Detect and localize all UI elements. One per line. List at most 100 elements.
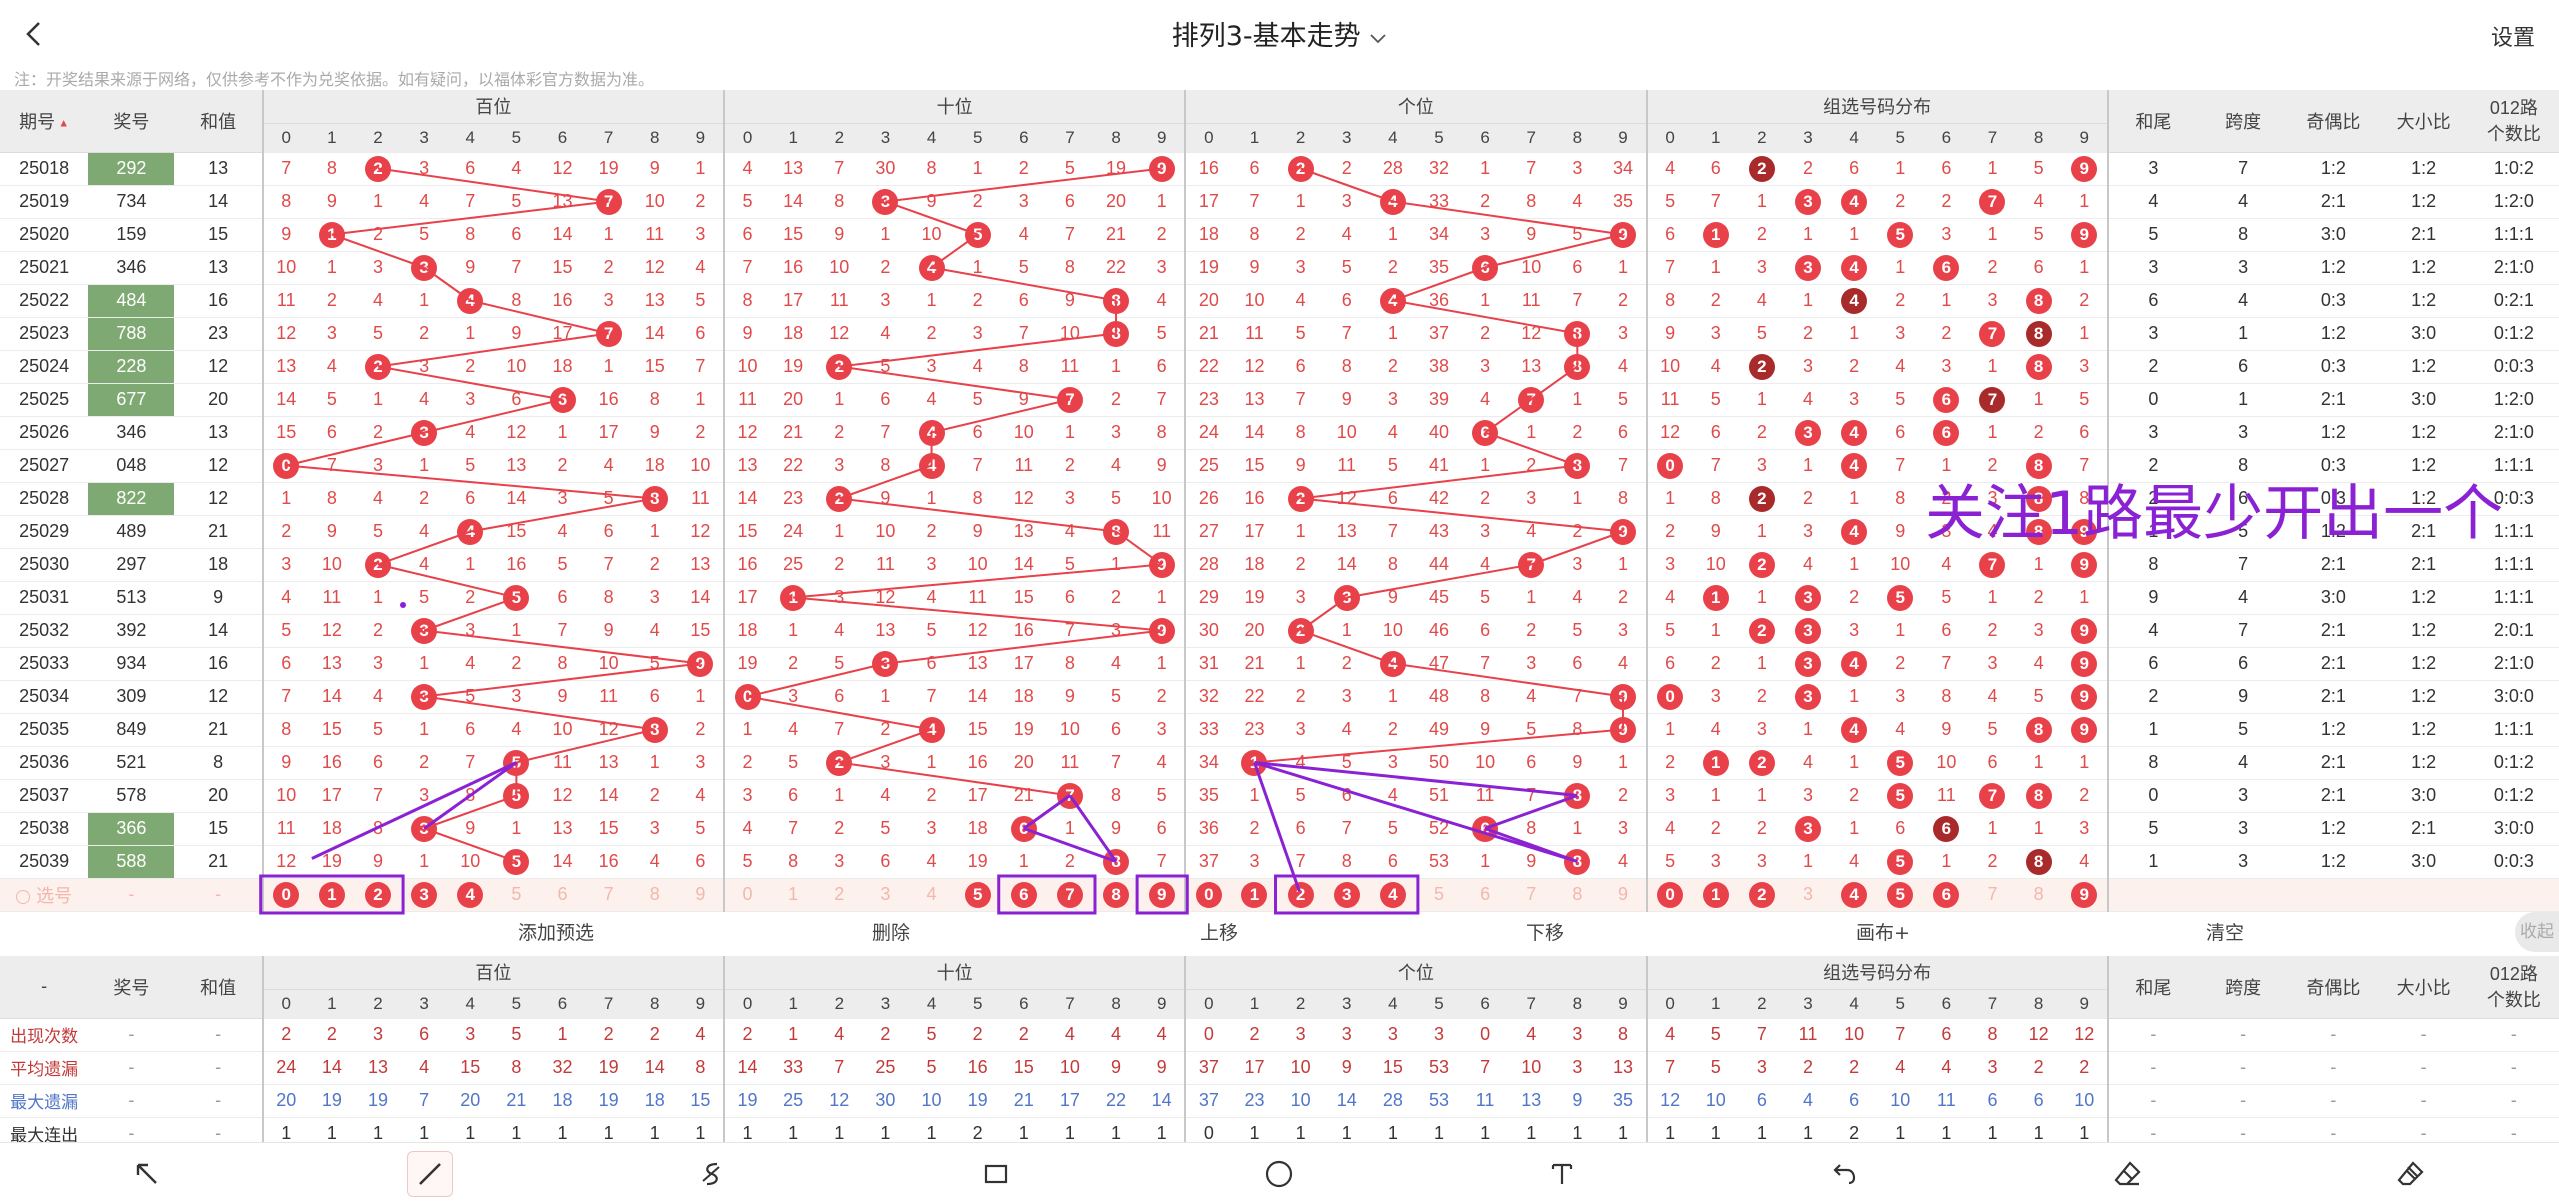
pick-digit-cell[interactable]: 8 <box>1554 878 1601 912</box>
miss-cell: 8 <box>954 482 1001 516</box>
clear-canvas-tool[interactable] <box>2388 1151 2434 1197</box>
pick-digit-cell[interactable]: 8 <box>1092 878 1140 912</box>
pick-digit-cell[interactable]: 8 <box>631 878 678 912</box>
pick-digit-cell[interactable]: 9 <box>1139 878 1186 912</box>
miss-cell: 3 <box>677 746 724 780</box>
back-button[interactable] <box>14 14 54 54</box>
miss-cell: 2 <box>354 218 402 252</box>
pick-digit-cell[interactable]: 3 <box>401 878 448 912</box>
eraser-tool[interactable] <box>2105 1151 2151 1197</box>
pick-ball[interactable]: 5 <box>1887 881 1914 908</box>
settings-button[interactable]: 设置 <box>2490 26 2535 51</box>
digit-header: 2 <box>816 989 863 1019</box>
pick-digit-cell[interactable]: 4 <box>447 878 494 912</box>
pick-digit-cell[interactable]: 6 <box>1462 878 1509 912</box>
pick-digit-cell[interactable]: 4 <box>1831 878 1878 912</box>
miss-cell: 1 <box>1277 515 1324 549</box>
pick-ball[interactable]: 8 <box>1103 881 1130 908</box>
pick-digit-cell[interactable]: 3 <box>1323 878 1370 912</box>
pick-label[interactable]: 选号 <box>0 878 89 912</box>
undo-tool[interactable] <box>1822 1151 1868 1197</box>
pick-digit-cell[interactable]: 3 <box>862 878 909 912</box>
pick-ball[interactable]: 6 <box>1010 881 1037 908</box>
pick-digit-cell[interactable]: 1 <box>770 878 817 912</box>
pick-digit-cell[interactable]: 6 <box>1923 878 1970 912</box>
issue-cell: 25028 <box>0 482 89 516</box>
pick-ball[interactable]: 0 <box>1657 881 1684 908</box>
pick-digit-cell[interactable]: 0 <box>1184 878 1232 912</box>
pick-digit-cell[interactable]: 0 <box>722 878 771 912</box>
pick-digit-cell[interactable]: 7 <box>1046 878 1093 912</box>
pick-ball[interactable]: 3 <box>411 881 438 908</box>
pick-digit-cell[interactable]: 8 <box>2015 878 2062 912</box>
pick-ball[interactable]: 9 <box>1148 881 1175 908</box>
pick-ball[interactable]: 9 <box>2071 881 2098 908</box>
pick-ball[interactable]: 4 <box>1379 881 1406 908</box>
pick-digit-cell[interactable]: 9 <box>677 878 724 912</box>
miss-cell: 5 <box>1923 581 1970 615</box>
pick-ball[interactable]: 1 <box>1241 881 1268 908</box>
canvas-plus-button[interactable]: 画布+ <box>1856 922 1910 944</box>
pick-ball[interactable]: 4 <box>457 881 484 908</box>
pick-digit-cell[interactable]: 0 <box>261 878 309 912</box>
pick-ball[interactable]: 6 <box>1933 881 1960 908</box>
pick-ball[interactable]: 4 <box>1841 881 1868 908</box>
miss-cell: 7 <box>1692 449 1739 483</box>
pick-digit-cell[interactable]: 2 <box>1738 878 1785 912</box>
add-preselect-button[interactable]: 添加预选 <box>517 922 595 944</box>
pick-digit-cell[interactable]: 3 <box>1784 878 1832 912</box>
pick-ball[interactable]: 3 <box>1333 881 1360 908</box>
circle-tool[interactable] <box>1256 1151 1302 1197</box>
pick-digit-cell[interactable]: 4 <box>1369 878 1416 912</box>
pick-ball[interactable]: 2 <box>365 881 392 908</box>
miss-cell: 4 <box>862 779 909 813</box>
pick-ball[interactable]: 1 <box>318 881 345 908</box>
pick-digit-cell[interactable]: 1 <box>308 878 355 912</box>
pick-digit-cell[interactable]: 9 <box>1600 878 1647 912</box>
move-down-button[interactable]: 下移 <box>1525 922 1565 944</box>
pick-ball[interactable]: 1 <box>1702 881 1729 908</box>
pick-digit-cell[interactable]: 2 <box>816 878 863 912</box>
line-tool[interactable] <box>407 1151 453 1197</box>
arrow-pointer-tool[interactable] <box>124 1151 170 1197</box>
pick-ball[interactable]: 0 <box>273 881 300 908</box>
ball: 3 <box>1333 584 1360 611</box>
pick-digit-cell[interactable]: 6 <box>1000 878 1047 912</box>
pick-digit-cell[interactable]: 2 <box>1277 878 1324 912</box>
miss-cell: 1 <box>2061 251 2108 285</box>
pick-digit-cell[interactable]: 9 <box>2061 878 2108 912</box>
text-tool[interactable] <box>1539 1151 1585 1197</box>
page-title[interactable]: 排列3-基本走势 <box>1172 21 1388 52</box>
pick-digit-cell[interactable]: 1 <box>1692 878 1739 912</box>
pick-ball[interactable]: 0 <box>1195 881 1222 908</box>
pick-ball[interactable]: 5 <box>964 881 991 908</box>
miss-cell: 2 <box>1600 284 1647 318</box>
pick-digit-cell[interactable]: 4 <box>908 878 955 912</box>
pick-digit-cell[interactable]: 5 <box>1415 878 1463 912</box>
stats-cell: 1 <box>1969 1117 2016 1142</box>
clear-button[interactable]: 清空 <box>2205 922 2245 944</box>
collapse-button[interactable]: 收起 <box>2515 912 2559 952</box>
pick-digit-cell[interactable]: 5 <box>493 878 540 912</box>
freehand-tool[interactable] <box>689 1151 735 1197</box>
table-row: 25029 489 21 2 9 5 4 4 15 4 6 1 12 15 24 1 10 2 9 13 4 8 11 27 1… <box>0 515 2559 549</box>
pick-digit-cell[interactable]: 5 <box>954 878 1001 912</box>
move-up-button[interactable]: 上移 <box>1199 922 1239 944</box>
pick-ball[interactable]: 2 <box>1287 881 1314 908</box>
delete-button[interactable]: 删除 <box>871 922 911 944</box>
pick-digit-cell[interactable]: 6 <box>539 878 586 912</box>
pick-digit-cell[interactable]: 0 <box>1645 878 1693 912</box>
pick-digit-cell[interactable]: 2 <box>354 878 402 912</box>
pick-ball[interactable]: 7 <box>1056 881 1083 908</box>
pick-digit-cell[interactable]: 5 <box>1877 878 1924 912</box>
ball: 4 <box>457 518 484 545</box>
issue-header[interactable]: 期号 ▲ <box>0 90 89 153</box>
miss-cell: 3 <box>1831 383 1878 417</box>
pick-ball[interactable]: 2 <box>1748 881 1775 908</box>
pick-digit-cell[interactable]: 1 <box>1231 878 1278 912</box>
pick-digit-cell[interactable]: 7 <box>585 878 632 912</box>
rectangle-tool[interactable] <box>973 1151 1019 1197</box>
pick-digit-cell[interactable]: 7 <box>1969 878 2016 912</box>
pick-digit-cell[interactable]: 7 <box>1508 878 1555 912</box>
miss-cell: 35 <box>1600 185 1647 219</box>
